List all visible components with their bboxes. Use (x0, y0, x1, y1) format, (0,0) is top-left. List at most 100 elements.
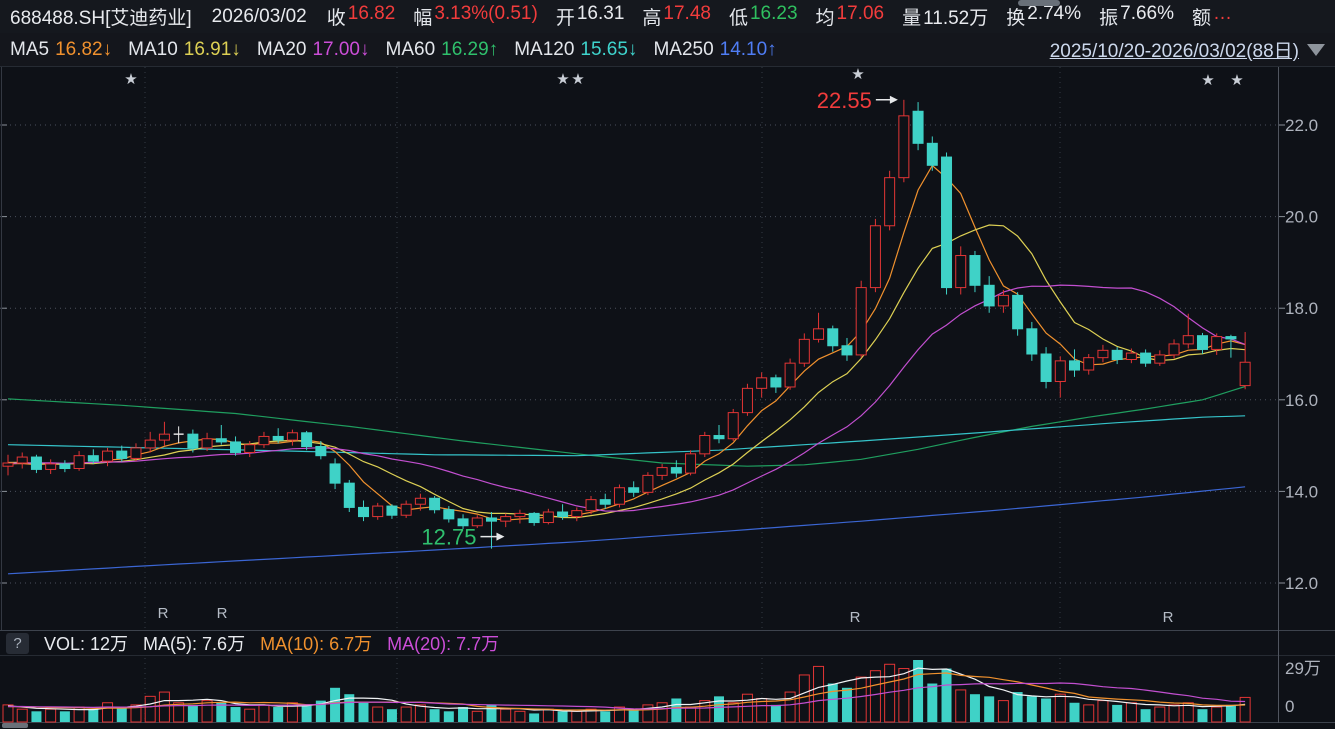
date-range[interactable]: 2025/10/20-2026/03/02(88日) (1049, 41, 1299, 62)
candle-up (500, 516, 512, 522)
vol-bar-up (514, 710, 526, 723)
vol-bar-down (841, 687, 852, 722)
restricted-marker: R (217, 605, 228, 622)
candle-up (102, 450, 114, 462)
vol-bar-up (542, 708, 554, 723)
candle-up (741, 387, 753, 414)
vol-bar-up (130, 704, 142, 723)
vol-bar-up (642, 704, 654, 723)
vol-bar-up (1211, 706, 1223, 723)
candle-up (1097, 349, 1109, 359)
candle-up (1182, 335, 1194, 345)
restricted-marker: R (158, 605, 169, 622)
vol-bar-down (913, 660, 924, 722)
candle-down (358, 506, 369, 518)
star-icon: ★ (1230, 72, 1243, 89)
candle-down (386, 505, 398, 516)
scrollbar-thumb[interactable] (1018, 0, 1060, 6)
info-field-开: 开 16.31 (555, 3, 625, 29)
candle-down (329, 463, 341, 484)
vol-bar-down (529, 713, 540, 722)
candle-down (429, 497, 441, 511)
ma-values: MA5 16.82↓ MA10 16.91↓ MA20 17.00↓ MA60 16.29↑ M… (10, 39, 777, 61)
price-tick-label: 14.0 (1285, 482, 1318, 501)
vol-bar-up (372, 706, 384, 723)
candle-up (414, 497, 426, 505)
vol-bar-down (458, 707, 469, 722)
vol-bar-up (955, 689, 967, 723)
vol-bar-up (173, 702, 185, 723)
candle-up (1125, 352, 1137, 360)
ma250-line (7, 486, 1246, 575)
vol-bar-down (273, 707, 284, 722)
vol-bar-down (344, 694, 355, 722)
vol-bar-up (1125, 702, 1137, 723)
candle-down (1012, 294, 1024, 330)
vol-bar-up (158, 691, 170, 723)
vol-bar-up (1168, 704, 1180, 723)
vol-field-0: VOL: 12万 (44, 634, 129, 654)
star-icon: ★ (556, 71, 569, 88)
vol-axis-min: 0 (1285, 697, 1294, 716)
restricted-marker: R (1163, 609, 1174, 626)
star-icon: ★ (571, 71, 584, 88)
candle-down (1225, 336, 1237, 340)
vol-bar-up (471, 710, 483, 723)
candle-up (73, 455, 85, 469)
vol-bar-down (386, 709, 397, 722)
vol-bar-up (898, 668, 910, 723)
ma-indicator-bar: MA5 16.82↓ MA10 16.91↓ MA20 17.00↓ MA60 16.29↑ M… (0, 33, 1335, 66)
candle-down (1069, 360, 1080, 371)
collapse-arrow-icon[interactable] (1307, 43, 1325, 56)
price-tick-label: 12.0 (1285, 574, 1318, 593)
candle-down (301, 432, 313, 448)
vol-bar-down (1069, 702, 1080, 722)
volume-indicator-bar: ? VOL: 12万 MA(5): 7.6万 MA(10): 6.7万 MA(20):… (0, 631, 1335, 655)
candle-up (130, 447, 142, 459)
candle-up (45, 463, 57, 470)
vol-bar-up (144, 695, 156, 723)
candle-up (869, 225, 881, 289)
candle-up (613, 487, 625, 505)
price-tick-label: 16.0 (1285, 391, 1318, 410)
vol-bar-up (16, 708, 28, 723)
vol-bar-up (727, 702, 739, 723)
candle-up (1083, 357, 1095, 371)
vol-bar-up (102, 702, 114, 723)
candlestick-series (2, 99, 1251, 549)
candle-up (855, 287, 867, 356)
vol-bar-up (741, 693, 753, 723)
vol-bar-up (784, 691, 796, 723)
trade-date: 2026/03/02 (211, 5, 307, 27)
bottom-handle[interactable] (2, 723, 28, 728)
ma20-line (7, 284, 1246, 512)
candle-down (485, 517, 497, 522)
candle-down (1196, 335, 1208, 350)
candle-down (457, 518, 469, 527)
vol-bar-up (1154, 706, 1166, 723)
vol-bar-down (330, 687, 341, 722)
vol-bar-down (1012, 692, 1023, 722)
vol-bar-down (557, 711, 568, 722)
vol-bar-down (358, 702, 369, 722)
candle-up (244, 444, 256, 453)
vol-field-1: MA(5): 7.6万 (143, 634, 246, 654)
vol-bar-down (429, 709, 440, 722)
candle-up (542, 511, 554, 524)
vol-bar-down (770, 704, 781, 722)
vol-bar-up (613, 706, 625, 723)
info-field-低: 低 16.23 (728, 3, 798, 29)
candle-up (727, 412, 739, 440)
candle-down (59, 463, 71, 470)
candle-down (230, 441, 242, 453)
price-ma-lines (7, 164, 1246, 575)
star-icon: ★ (124, 71, 137, 88)
candle-up (372, 505, 384, 518)
price-tick-label: 22.0 (1285, 116, 1318, 135)
help-icon[interactable]: ? (6, 632, 29, 654)
vol-field-3: MA(20): 7.7万 (387, 634, 500, 654)
vol-bar-up (869, 670, 881, 723)
vol-ma10-line (8, 672, 1246, 711)
vol-bar-down (116, 707, 127, 722)
